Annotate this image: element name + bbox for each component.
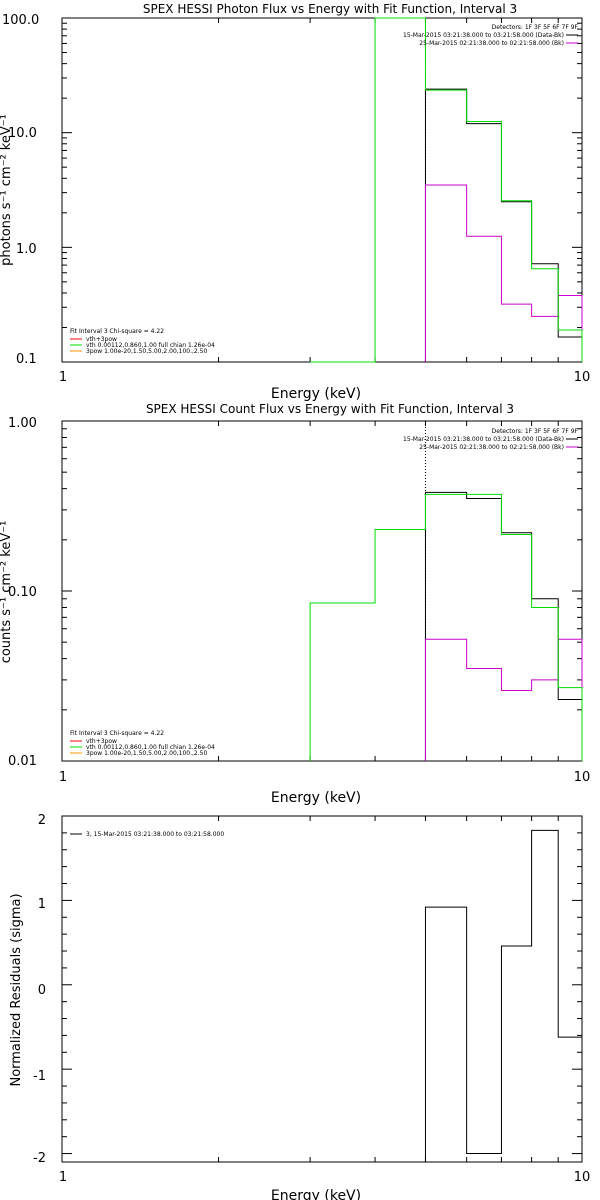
- count-bk-time-text: 25-Mar-2015 02:21:38.000 to 02:21:58.000…: [419, 444, 564, 451]
- photon-detectors-text: Detectors: 1F 3F 5F 6F 7F 9F: [492, 24, 579, 31]
- photon-legend-1: vth 0.00112,0.860,1.00 full chian 1.26e-…: [86, 342, 215, 349]
- photon-ticks: [61, 18, 583, 363]
- photon-xtick-10: 10: [574, 370, 591, 385]
- residuals-ytick-1: 1: [38, 897, 46, 912]
- photon-ytick-10: 10.0: [8, 126, 37, 141]
- count-series-data-bk: [424, 491, 583, 761]
- count-ytick-001: 0.01: [8, 754, 37, 769]
- count-legend-0: vth+3pow: [86, 738, 117, 745]
- count-legend-2: 3pow 1.00e-20,1.50,5.00,2.00,100.,2.50: [86, 750, 207, 757]
- photon-ytick-01: 0.1: [16, 352, 37, 367]
- count-xlabel: Energy (keV): [271, 790, 361, 806]
- residuals-ytick-m1: -1: [33, 1069, 46, 1084]
- count-panel: SPEX HESSI Count Flux vs Energy with Fit…: [0, 402, 590, 806]
- residuals-plot-frame: [61, 815, 583, 1163]
- photon-series-data-bk: [424, 88, 583, 362]
- photon-xlabel: Energy (keV): [271, 386, 361, 402]
- photon-plot-frame: [61, 17, 583, 363]
- count-legend-1: vth 0.00112,0.860,1.00 full chian 1.26e-…: [86, 744, 215, 751]
- count-legend-title: Fit Interval 3 Chi-square = 4.22: [70, 730, 164, 737]
- count-xtick-10: 10: [574, 770, 591, 785]
- count-data-time-text: 15-Mar-2015 03:21:38.000 to 03:21:58.000…: [403, 436, 564, 443]
- photon-legend-2: 3pow 1.00e-20,1.50,5.00,2.00,100.,2.50: [86, 348, 207, 355]
- residuals-legend: 3, 15-Mar-2015 03:21:38.000 to 03:21:58.…: [86, 831, 224, 838]
- residuals-xlabel: Energy (keV): [271, 1188, 361, 1200]
- photon-series: [310, 17, 583, 363]
- photon-ytick-1: 1.0: [16, 242, 37, 257]
- count-ytick-01: 0.10: [8, 585, 37, 600]
- photon-panel: SPEX HESSI Photon Flux vs Energy with Fi…: [0, 2, 590, 402]
- count-ylabel: counts s⁻¹ cm⁻² keV⁻¹: [0, 521, 14, 664]
- residuals-ytick-m2: -2: [33, 1151, 46, 1166]
- residuals-ytick-2: 2: [38, 813, 46, 828]
- count-title: SPEX HESSI Count Flux vs Energy with Fit…: [146, 402, 514, 416]
- count-xtick-1: 1: [59, 770, 67, 785]
- photon-legend-0: vth+3pow: [86, 336, 117, 343]
- residuals-xtick-1: 1: [59, 1170, 67, 1185]
- photon-title: SPEX HESSI Photon Flux vs Energy with Fi…: [143, 2, 517, 16]
- residuals-series-residuals: [424, 829, 583, 1162]
- count-series: [309, 421, 583, 761]
- residuals-panel: 2 1 0 -1 -2 1 10 Energy (keV) Normalized…: [9, 813, 590, 1200]
- photon-series-bk: [424, 184, 583, 362]
- photon-bk-time-text: 25-Mar-2015 02:21:38.000 to 02:21:58.000…: [419, 40, 564, 47]
- residuals-ytick-0: 0: [38, 983, 46, 998]
- residuals-ylabel: Normalized Residuals (sigma): [9, 893, 24, 1086]
- count-series-bk: [424, 638, 583, 761]
- count-ytick-1: 1.00: [8, 416, 37, 431]
- count-ticks: [61, 421, 583, 762]
- residuals-ticks: [61, 815, 583, 1162]
- photon-xtick-1: 1: [59, 370, 67, 385]
- photon-series-vth+3pow: [310, 17, 583, 363]
- photon-ytick-100: 100.0: [2, 13, 39, 28]
- photon-legend-title: Fit Interval 3 Chi-square = 4.22: [70, 328, 164, 335]
- photon-ylabel: photons s⁻¹ cm⁻² keV⁻¹: [0, 114, 14, 266]
- photon-data-time-text: 15-Mar-2015 03:21:38.000 to 03:21:58.000…: [403, 32, 564, 39]
- count-detectors-text: Detectors: 1F 3F 5F 6F 7F 9F: [492, 428, 579, 435]
- count-series-vth+3pow: [309, 493, 583, 761]
- residuals-series: [424, 829, 583, 1162]
- count-plot-frame: [61, 420, 583, 762]
- residuals-xtick-10: 10: [574, 1170, 591, 1185]
